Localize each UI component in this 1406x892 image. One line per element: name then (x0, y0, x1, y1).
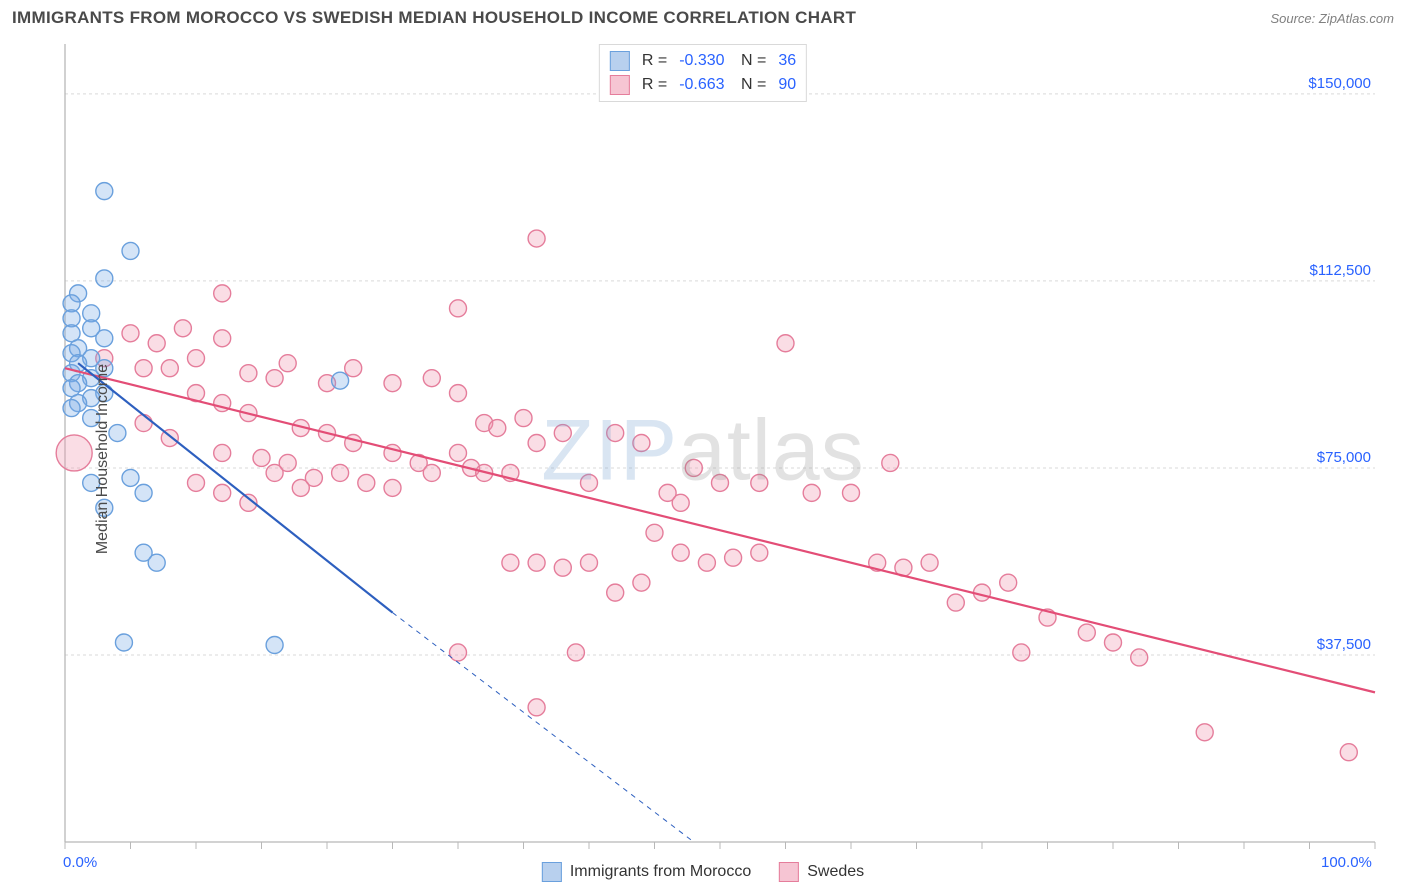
legend-swatch-icon (779, 862, 799, 882)
legend-swatch-swedes (610, 75, 630, 95)
source-attribution: Source: ZipAtlas.com (1270, 11, 1394, 26)
x-axis-max-label: 100.0% (1321, 854, 1372, 871)
legend-row-morocco: R = -0.330 N = 36 (610, 49, 796, 73)
svg-text:$150,000: $150,000 (1308, 75, 1371, 92)
chart-header: IMMIGRANTS FROM MOROCCO VS SWEDISH MEDIA… (0, 0, 1406, 32)
series-legend: Immigrants from Morocco Swedes (542, 862, 864, 882)
scatter-plot: $37,500 $75,000 $112,500 $150,000 (10, 36, 1396, 882)
legend-item-swedes: Swedes (779, 862, 864, 882)
chart-title: IMMIGRANTS FROM MOROCCO VS SWEDISH MEDIA… (12, 8, 856, 28)
legend-row-swedes: R = -0.663 N = 90 (610, 73, 796, 97)
correlation-legend: R = -0.330 N = 36 R = -0.663 N = 90 (599, 44, 807, 102)
svg-text:$37,500: $37,500 (1317, 636, 1371, 653)
chart-container: Median Household Income $37,500 $75,000 $1… (10, 36, 1396, 882)
y-axis-label: Median Household Income (94, 364, 112, 554)
x-axis-min-label: 0.0% (63, 854, 97, 871)
legend-swatch-morocco (610, 51, 630, 71)
svg-text:$112,500: $112,500 (1310, 262, 1371, 279)
legend-item-morocco: Immigrants from Morocco (542, 862, 751, 882)
legend-swatch-icon (542, 862, 562, 882)
svg-text:$75,000: $75,000 (1317, 449, 1371, 466)
